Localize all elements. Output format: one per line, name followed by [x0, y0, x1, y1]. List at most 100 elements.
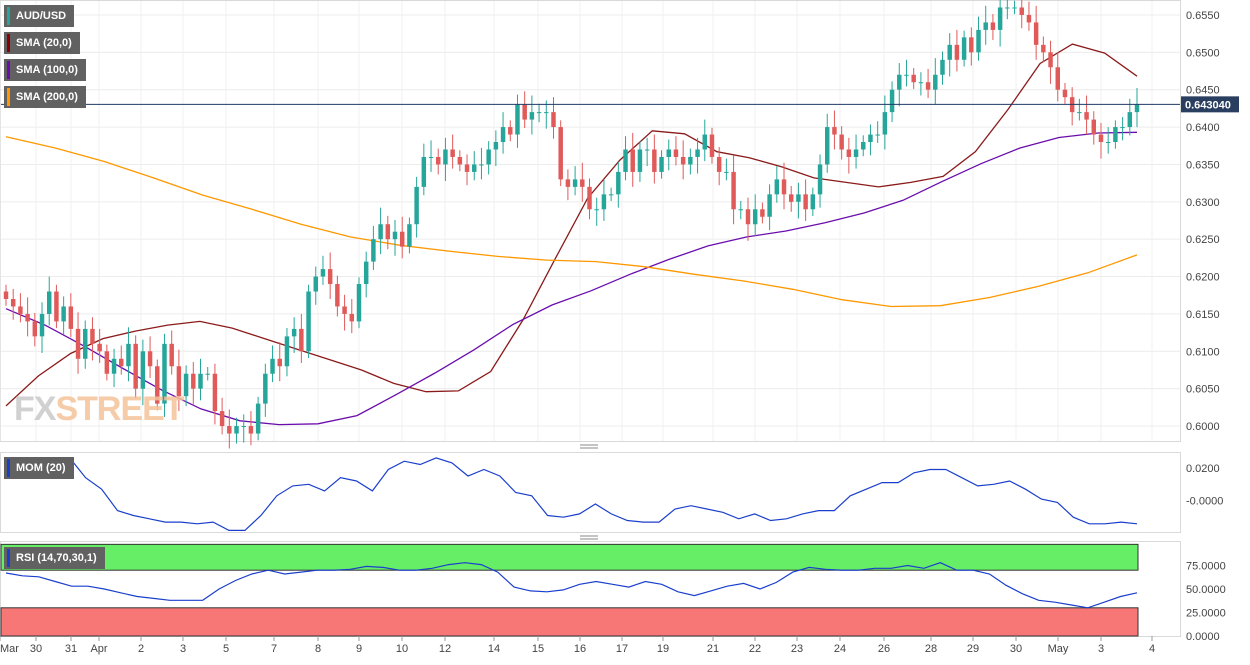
candle-body[interactable]: [839, 134, 844, 150]
candle-body[interactable]: [810, 194, 816, 210]
candle-body[interactable]: [241, 426, 246, 428]
candle[interactable]: [666, 139, 671, 171]
candle-body[interactable]: [544, 112, 549, 114]
candle[interactable]: [536, 103, 542, 123]
candle-body[interactable]: [846, 149, 852, 157]
candle[interactable]: [234, 417, 239, 444]
candle-body[interactable]: [428, 156, 434, 158]
candle[interactable]: [176, 349, 182, 412]
candle[interactable]: [443, 137, 448, 182]
candle[interactable]: [781, 162, 787, 210]
candle[interactable]: [760, 202, 765, 224]
candle[interactable]: [983, 5, 988, 45]
candle-body[interactable]: [313, 276, 318, 292]
candle-body[interactable]: [104, 351, 110, 374]
candle-body[interactable]: [54, 291, 59, 322]
candle-body[interactable]: [695, 149, 700, 157]
candle-body[interactable]: [1120, 127, 1125, 129]
candle[interactable]: [349, 298, 355, 334]
candle[interactable]: [486, 141, 491, 175]
candle-body[interactable]: [976, 29, 981, 53]
candle[interactable]: [392, 220, 398, 256]
candle-body[interactable]: [745, 209, 751, 225]
candle[interactable]: [724, 158, 729, 181]
candle[interactable]: [479, 147, 484, 180]
candle[interactable]: [500, 112, 506, 154]
candle[interactable]: [810, 187, 816, 217]
candle[interactable]: [925, 68, 931, 99]
candle-body[interactable]: [255, 403, 261, 434]
candle[interactable]: [464, 154, 470, 186]
candle-body[interactable]: [558, 127, 563, 180]
candle-body[interactable]: [940, 59, 945, 75]
candle-body[interactable]: [219, 411, 225, 427]
candle[interactable]: [796, 182, 801, 219]
candle-body[interactable]: [479, 164, 484, 166]
candle-body[interactable]: [1062, 89, 1068, 98]
candle-body[interactable]: [414, 186, 419, 225]
candle-body[interactable]: [1113, 127, 1118, 143]
candle[interactable]: [111, 348, 117, 388]
candle[interactable]: [911, 68, 916, 89]
candle-body[interactable]: [399, 231, 405, 247]
candle-body[interactable]: [176, 366, 182, 397]
candle[interactable]: [947, 33, 952, 77]
candle-body[interactable]: [198, 373, 203, 389]
candle[interactable]: [637, 141, 643, 182]
candle[interactable]: [342, 294, 347, 331]
candle-body[interactable]: [587, 186, 592, 210]
candle[interactable]: [572, 166, 578, 196]
candle[interactable]: [688, 148, 693, 175]
candle[interactable]: [529, 95, 535, 135]
candle-body[interactable]: [666, 149, 671, 157]
candle[interactable]: [18, 293, 23, 323]
candle-body[interactable]: [637, 149, 643, 172]
candle-body[interactable]: [702, 134, 708, 150]
candle[interactable]: [407, 217, 412, 254]
candle[interactable]: [817, 154, 823, 208]
candle-body[interactable]: [464, 164, 470, 172]
candle[interactable]: [1012, 0, 1017, 15]
candle-body[interactable]: [904, 74, 909, 76]
candle[interactable]: [1041, 36, 1046, 63]
candle-body[interactable]: [3, 291, 9, 299]
pane-resize-handle-1[interactable]: [580, 444, 598, 449]
candle-body[interactable]: [1134, 104, 1140, 113]
candle-body[interactable]: [889, 89, 895, 113]
candle-body[interactable]: [803, 194, 808, 210]
candle-body[interactable]: [594, 209, 599, 211]
candle-body[interactable]: [291, 328, 297, 337]
candle-body[interactable]: [529, 112, 535, 120]
candle[interactable]: [61, 296, 66, 335]
legend-mom[interactable]: MOM (20): [4, 457, 74, 479]
candle[interactable]: [435, 148, 441, 175]
candle-body[interactable]: [1091, 119, 1097, 135]
candle-body[interactable]: [212, 373, 218, 412]
candle[interactable]: [284, 327, 290, 377]
candle[interactable]: [738, 200, 744, 220]
candle-body[interactable]: [407, 224, 412, 247]
candle-body[interactable]: [853, 149, 859, 157]
candle-body[interactable]: [443, 149, 448, 165]
candle[interactable]: [335, 275, 340, 317]
candle[interactable]: [205, 367, 210, 381]
candle[interactable]: [457, 150, 463, 172]
candle-body[interactable]: [680, 156, 686, 165]
candle[interactable]: [414, 176, 419, 238]
candle[interactable]: [140, 339, 146, 406]
candle[interactable]: [601, 179, 607, 221]
candle[interactable]: [1127, 98, 1133, 136]
candle[interactable]: [39, 302, 45, 353]
candle-body[interactable]: [983, 22, 988, 30]
candle[interactable]: [774, 166, 780, 203]
candle[interactable]: [644, 137, 650, 167]
candle[interactable]: [363, 251, 369, 298]
candle-body[interactable]: [493, 142, 499, 150]
candle[interactable]: [861, 135, 866, 157]
candle[interactable]: [126, 327, 131, 382]
candle[interactable]: [1113, 120, 1118, 149]
candle[interactable]: [133, 335, 138, 399]
candle[interactable]: [327, 252, 333, 299]
candle[interactable]: [868, 124, 873, 156]
